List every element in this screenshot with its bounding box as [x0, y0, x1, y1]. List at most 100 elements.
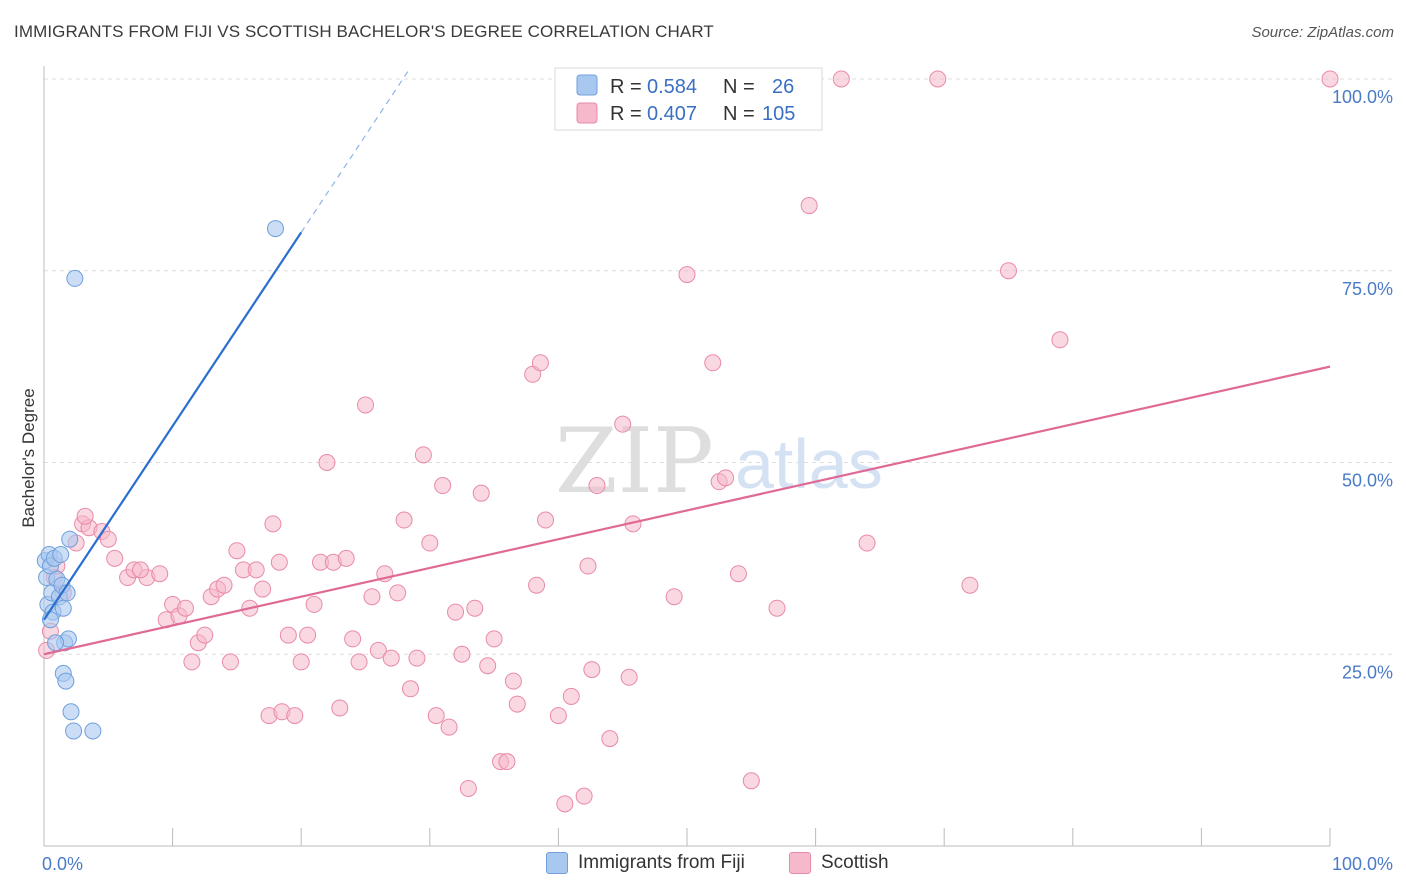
scottish-point-84 — [678, 266, 696, 284]
scottish-point-96 — [1000, 262, 1017, 280]
scottish-point-32 — [286, 707, 304, 725]
scottish-point-62 — [479, 657, 497, 675]
scottish-point-52 — [414, 446, 432, 464]
axes — [43, 66, 1331, 847]
scottish-point-69 — [528, 576, 546, 594]
scottish-point-89 — [742, 772, 760, 790]
scottish-point-101 — [76, 507, 94, 525]
legend-r-value-fiji: 0.584 — [647, 76, 697, 98]
scottish-point-93 — [858, 534, 876, 552]
scottish-point-50 — [402, 680, 420, 698]
scottish-point-67 — [508, 695, 526, 713]
data-points — [36, 70, 1339, 813]
scottish-point-71 — [537, 511, 555, 529]
scottish-point-102 — [99, 530, 117, 548]
fiji-point-22 — [84, 722, 102, 740]
legend-swatch-scottish — [576, 102, 598, 124]
scottish-point-27 — [254, 580, 272, 598]
x-tick-label-100: 100.0% — [1332, 854, 1393, 874]
scottish-point-79 — [601, 730, 619, 748]
legend-frame — [554, 67, 823, 131]
scottish-point-31 — [279, 626, 297, 644]
scottish-point-92 — [832, 70, 850, 88]
y-tick-label-50: 50.0% — [1342, 471, 1393, 491]
scottish-point-57 — [447, 603, 465, 621]
scottish-point-45 — [369, 641, 387, 659]
scottish-point-59 — [459, 779, 477, 797]
scottish-point-34 — [299, 626, 317, 644]
legend-r-label-scottish: R = — [610, 103, 642, 125]
scottish-point-39 — [331, 699, 349, 717]
scottish-point-18 — [196, 626, 214, 644]
scottish-point-70 — [531, 354, 549, 372]
scottish-point-63 — [485, 630, 503, 648]
scottish-point-47 — [382, 649, 400, 667]
scottish-point-76 — [579, 557, 597, 575]
legend-r-value-scottish: 0.407 — [647, 103, 697, 125]
legend-n-value-scottish: 105 — [762, 103, 795, 125]
scottish-point-37 — [318, 454, 336, 471]
fiji-trend-line — [43, 231, 303, 621]
bottom-legend-label-fiji: Immigrants from Fiji — [578, 852, 745, 873]
scottish-point-74 — [562, 687, 580, 705]
fiji-point-25 — [47, 634, 65, 652]
fiji-trend-extension — [300, 67, 412, 233]
scottish-point-75 — [575, 787, 593, 805]
scottish-point-15 — [176, 599, 194, 617]
scottish-trend-line — [43, 365, 1331, 656]
scottish-point-78 — [588, 477, 606, 495]
bottom-legend-scottish: Scottish — [789, 852, 889, 874]
legend-n-value-fiji: 26 — [772, 76, 794, 98]
scottish-point-88 — [729, 565, 747, 583]
y-tick-label-25: 25.0% — [1342, 662, 1393, 682]
scottish-point-65 — [498, 753, 516, 771]
fiji-point-12 — [54, 599, 72, 617]
scottish-point-104 — [270, 553, 288, 571]
scottish-point-90 — [768, 599, 786, 617]
scottish-point-44 — [363, 588, 381, 606]
fiji-point-23 — [66, 269, 84, 287]
scottish-point-94 — [929, 70, 947, 88]
fiji-point-24 — [266, 220, 284, 238]
fiji-point-18 — [61, 530, 79, 548]
scottish-point-56 — [440, 718, 458, 736]
scottish-point-77 — [583, 661, 601, 679]
watermark-atlas: atlas — [735, 425, 883, 503]
bottom-legend-label-scottish: Scottish — [821, 852, 889, 873]
scottish-point-72 — [549, 707, 567, 725]
y-tick-label-75: 75.0% — [1342, 279, 1393, 299]
scottish-point-83 — [665, 588, 683, 606]
scottish-point-42 — [350, 653, 368, 671]
fiji-point-15 — [57, 672, 75, 690]
scottish-point-40 — [337, 549, 355, 567]
scottish-point-54 — [427, 707, 445, 725]
scottish-point-81 — [620, 668, 638, 686]
bottom-legend-swatch-scottish — [789, 852, 811, 874]
bottom-legend-swatch-fiji — [546, 852, 568, 874]
scottish-point-85 — [704, 354, 722, 372]
scottish-point-66 — [504, 672, 522, 690]
legend-r-label-fiji: R = — [610, 76, 642, 98]
scottish-point-73 — [556, 795, 574, 813]
y-axis-title: Bachelor's Degree — [19, 388, 38, 527]
scottish-point-87 — [717, 469, 735, 487]
chart-title: IMMIGRANTS FROM FIJI VS SCOTTISH BACHELO… — [14, 22, 714, 41]
legend-n-label-fiji: N = — [723, 76, 755, 98]
fiji-point-20 — [65, 722, 83, 740]
watermark: ZIP atlas — [555, 409, 883, 514]
tick-labels: 25.0% 50.0% 75.0% 100.0% 0.0% 100.0% — [42, 87, 1393, 874]
scottish-point-58 — [453, 645, 471, 663]
scottish-point-91 — [800, 197, 818, 215]
scottish-point-43 — [357, 396, 374, 414]
scottish-point-97 — [1051, 331, 1069, 349]
watermark-zip: ZIP — [555, 409, 714, 514]
scottish-point-55 — [434, 477, 452, 495]
scottish-point-61 — [472, 484, 490, 502]
scottish-point-49 — [395, 511, 413, 529]
scottish-point-16 — [183, 653, 201, 671]
fiji-point-19 — [62, 703, 80, 721]
scottish-point-53 — [421, 534, 439, 552]
fiji-point-10 — [52, 546, 70, 564]
scottish-point-7 — [106, 549, 124, 567]
